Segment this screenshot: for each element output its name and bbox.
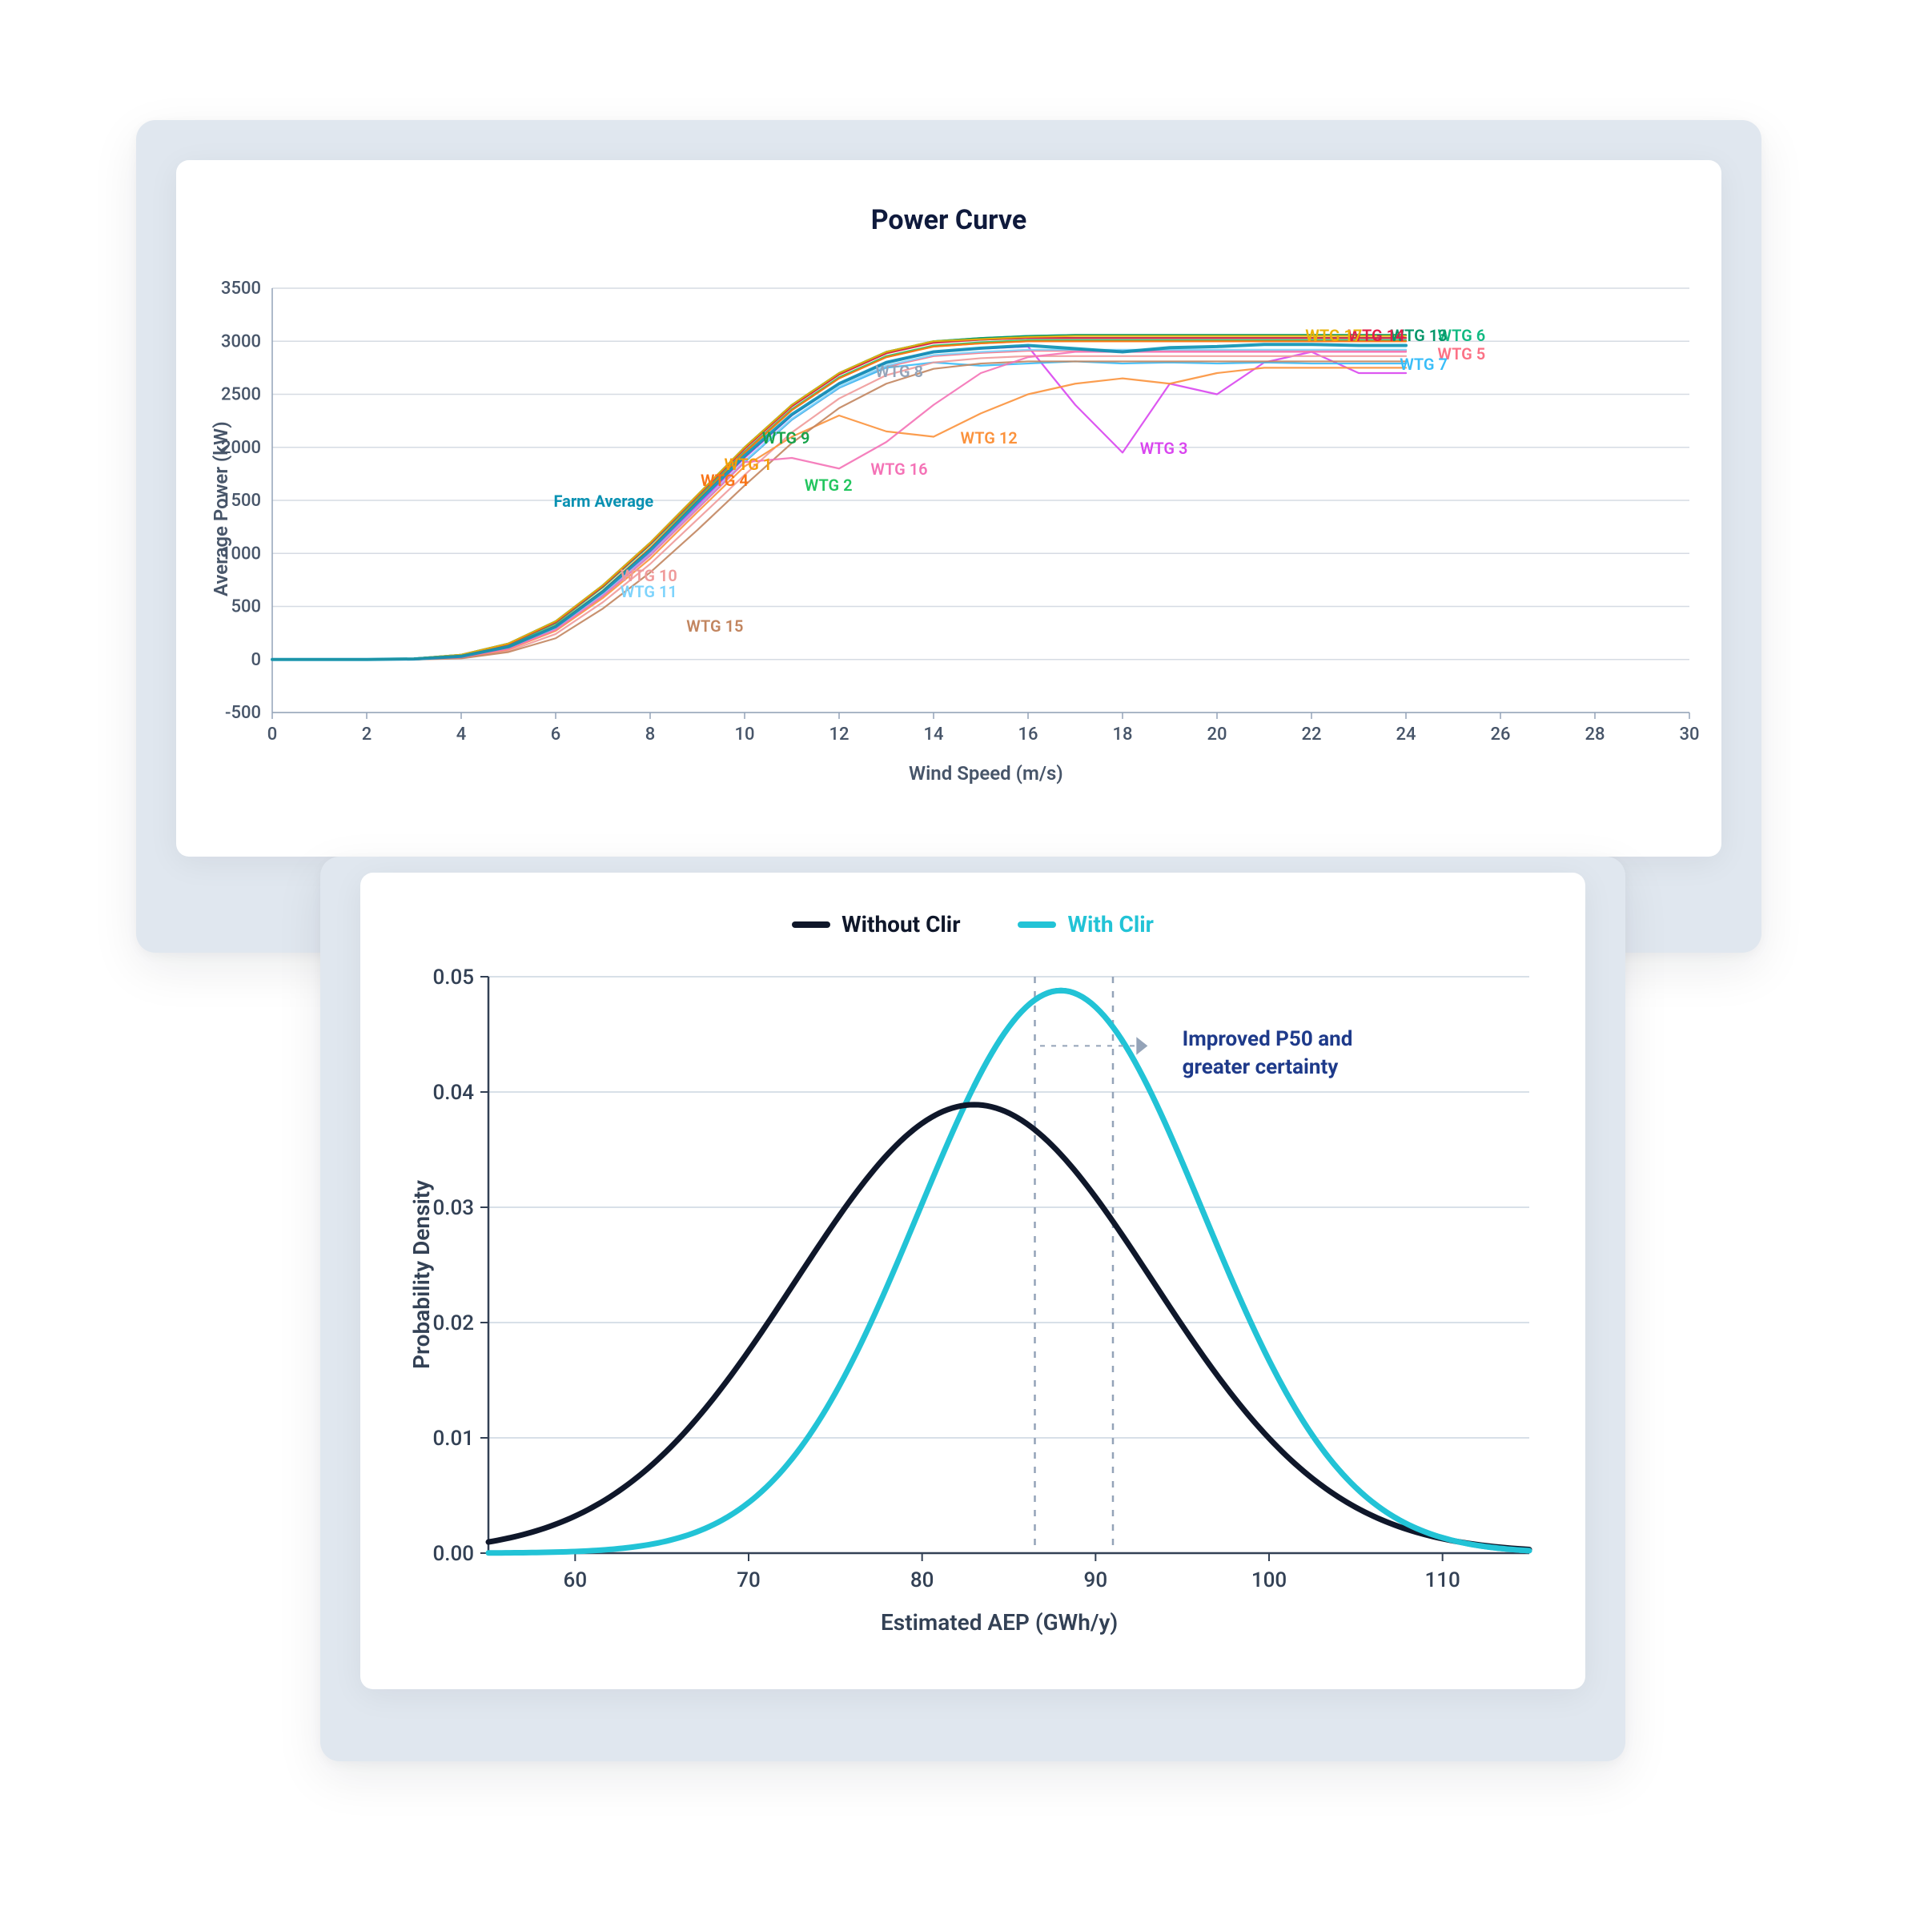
power-curve-plot: -500050010001500200025003000350002468101…: [184, 272, 1777, 761]
svg-text:22: 22: [1301, 725, 1321, 745]
svg-text:14: 14: [923, 725, 943, 745]
legend-swatch-with-clir: [1018, 921, 1056, 928]
svg-text:80: 80: [910, 1568, 934, 1592]
svg-text:0: 0: [251, 650, 261, 670]
svg-text:0.02: 0.02: [432, 1311, 474, 1335]
svg-text:0: 0: [267, 725, 278, 745]
series-label: WTG 3: [1140, 439, 1188, 458]
svg-text:90: 90: [1084, 1568, 1108, 1592]
svg-text:6: 6: [551, 725, 561, 745]
svg-text:2000: 2000: [221, 438, 261, 458]
svg-text:2: 2: [362, 725, 372, 745]
density-annotation: Improved P50 and greater certainty: [1183, 1026, 1353, 1082]
legend-label-without-clir: Without Clir: [841, 911, 960, 937]
density-legend: Without Clir With Clir: [360, 911, 1585, 937]
svg-text:24: 24: [1396, 725, 1416, 745]
svg-text:3000: 3000: [221, 331, 261, 351]
series-label: WTG 12: [961, 428, 1018, 448]
svg-text:28: 28: [1585, 725, 1605, 745]
power-curve-x-axis-label: Wind Speed (m/s): [909, 762, 1063, 785]
svg-text:0.01: 0.01: [432, 1427, 474, 1451]
svg-text:18: 18: [1112, 725, 1132, 745]
series-label: WTG 7: [1400, 355, 1448, 374]
series-label: WTG 17: [1305, 326, 1362, 345]
series-label: WTG 11: [621, 582, 677, 601]
series-label: WTG 4: [701, 471, 749, 490]
svg-text:30: 30: [1679, 725, 1699, 745]
density-annotation-line1: Improved P50 and: [1183, 1027, 1353, 1051]
svg-text:-500: -500: [225, 703, 261, 723]
power-curve-title: Power Curve: [176, 204, 1721, 236]
svg-text:2500: 2500: [221, 385, 261, 405]
svg-text:12: 12: [829, 725, 849, 745]
svg-text:26: 26: [1490, 725, 1510, 745]
legend-item-with-clir: With Clir: [1018, 911, 1153, 937]
density-annotation-line2: greater certainty: [1183, 1055, 1339, 1079]
series-label: Farm Average: [554, 492, 654, 511]
svg-text:0.00: 0.00: [432, 1542, 474, 1566]
legend-item-without-clir: Without Clir: [792, 911, 960, 937]
svg-text:20: 20: [1207, 725, 1227, 745]
svg-text:100: 100: [1251, 1568, 1287, 1592]
svg-text:1500: 1500: [221, 491, 261, 511]
series-label: WTG 15: [686, 616, 743, 636]
svg-text:1000: 1000: [221, 544, 261, 564]
svg-text:70: 70: [737, 1568, 761, 1592]
svg-text:4: 4: [456, 725, 467, 745]
series-label: WTG 2: [805, 476, 853, 495]
svg-text:10: 10: [734, 725, 754, 745]
legend-swatch-without-clir: [792, 921, 830, 928]
svg-text:3500: 3500: [221, 279, 261, 299]
svg-text:0.05: 0.05: [432, 969, 474, 990]
svg-text:60: 60: [564, 1568, 588, 1592]
svg-text:16: 16: [1018, 725, 1038, 745]
svg-text:110: 110: [1424, 1568, 1460, 1592]
series-label: WTG 16: [870, 460, 927, 479]
svg-text:8: 8: [645, 725, 656, 745]
series-label: WTG 9: [762, 428, 810, 448]
legend-label-with-clir: With Clir: [1067, 911, 1153, 937]
density-plot: 0.00 0.01 0.02 0.03 0.04 0.05 60 70 80 90 100 110: [392, 969, 1561, 1617]
svg-text:500: 500: [231, 597, 261, 617]
series-label: WTG 8: [875, 362, 923, 381]
svg-text:0.04: 0.04: [432, 1081, 474, 1105]
stage: Power Curve Average Power (kW) Wind Spee…: [0, 0, 1932, 1927]
svg-text:0.03: 0.03: [432, 1196, 474, 1220]
